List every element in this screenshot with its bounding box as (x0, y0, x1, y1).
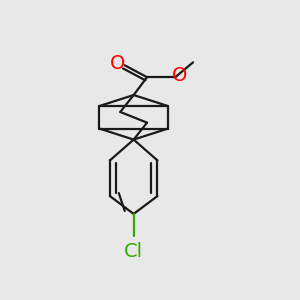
Text: O: O (110, 54, 125, 73)
Text: O: O (172, 66, 188, 85)
Text: Cl: Cl (124, 242, 143, 260)
